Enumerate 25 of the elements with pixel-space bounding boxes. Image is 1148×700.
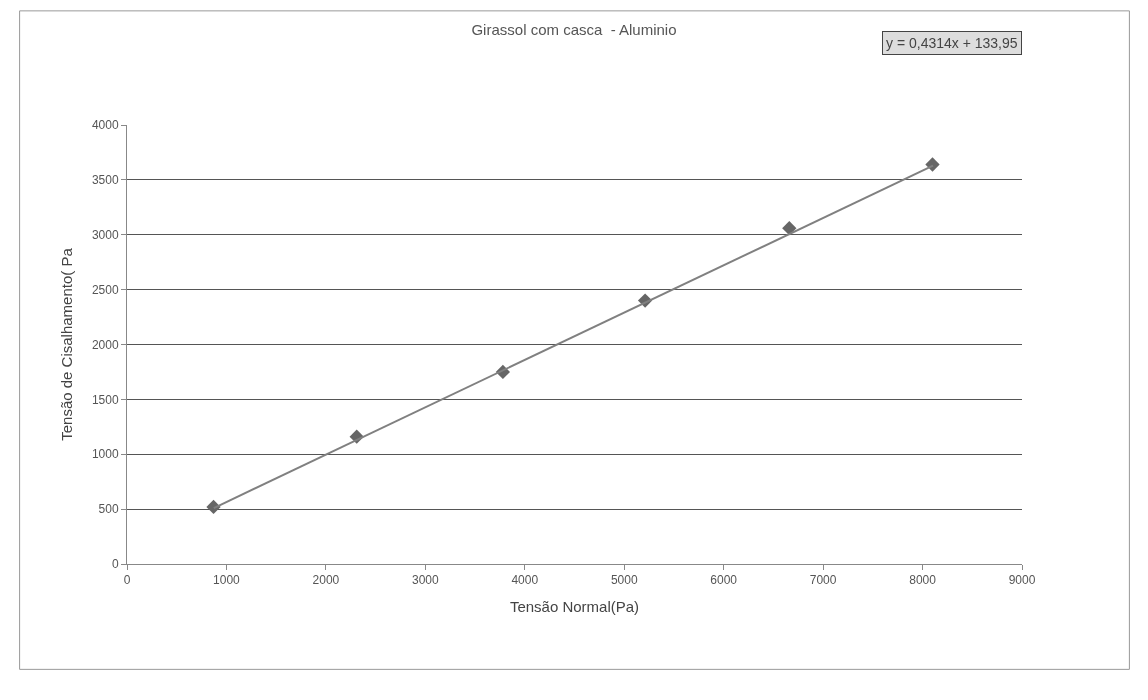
x-tick-label: 9000 bbox=[1008, 573, 1036, 588]
y-tick-label: 500 bbox=[98, 502, 119, 517]
y-axis-title: Tensão de Cisalhamento( Pa bbox=[58, 247, 76, 441]
x-tick-label: 2000 bbox=[312, 573, 340, 588]
y-tick-label: 4000 bbox=[91, 118, 119, 133]
y-tick-label: 3500 bbox=[91, 173, 119, 188]
y-tick-label: 2000 bbox=[91, 337, 119, 352]
point bbox=[782, 221, 797, 236]
x-tick-label: 1000 bbox=[213, 573, 241, 588]
text: y = 0,4314x + 133,95 bbox=[886, 35, 1018, 51]
x-axis-title: Tensão Normal(Pa) bbox=[509, 598, 640, 616]
y-tick-label: 1000 bbox=[91, 447, 119, 462]
y-tick-label: 1500 bbox=[91, 392, 119, 407]
x-tick-label: 3000 bbox=[411, 573, 439, 588]
point bbox=[925, 157, 940, 172]
y-tick-label: 0 bbox=[111, 557, 119, 572]
x-tick-label: 5000 bbox=[610, 573, 638, 588]
x-tick-label: 0 bbox=[123, 573, 131, 588]
x-tick-label: 7000 bbox=[809, 573, 837, 588]
y-tick-label: 3000 bbox=[91, 227, 119, 242]
y-tick-label: 2500 bbox=[91, 282, 119, 297]
chart-title: Girassol com casca - Aluminio bbox=[471, 21, 677, 38]
x-tick-label: 8000 bbox=[909, 573, 937, 588]
x-tick-label: 6000 bbox=[710, 573, 738, 588]
x-tick-label: 4000 bbox=[511, 573, 539, 588]
